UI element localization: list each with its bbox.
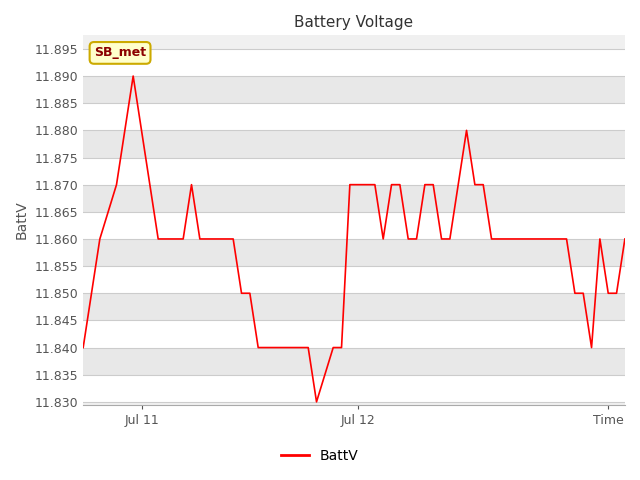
Bar xyxy=(83,375,625,402)
Legend: BattV: BattV xyxy=(276,443,364,468)
Bar xyxy=(83,239,625,266)
Bar xyxy=(83,321,625,348)
Bar xyxy=(83,103,625,131)
Bar xyxy=(83,266,625,293)
Title: Battery Voltage: Battery Voltage xyxy=(294,15,413,30)
Bar xyxy=(83,49,625,76)
Bar xyxy=(83,76,625,103)
Bar xyxy=(83,348,625,375)
Bar xyxy=(83,185,625,212)
Bar xyxy=(83,212,625,239)
Bar xyxy=(83,293,625,321)
Bar xyxy=(83,131,625,157)
Text: SB_met: SB_met xyxy=(94,47,146,60)
Bar xyxy=(83,157,625,185)
Y-axis label: BattV: BattV xyxy=(15,201,29,240)
